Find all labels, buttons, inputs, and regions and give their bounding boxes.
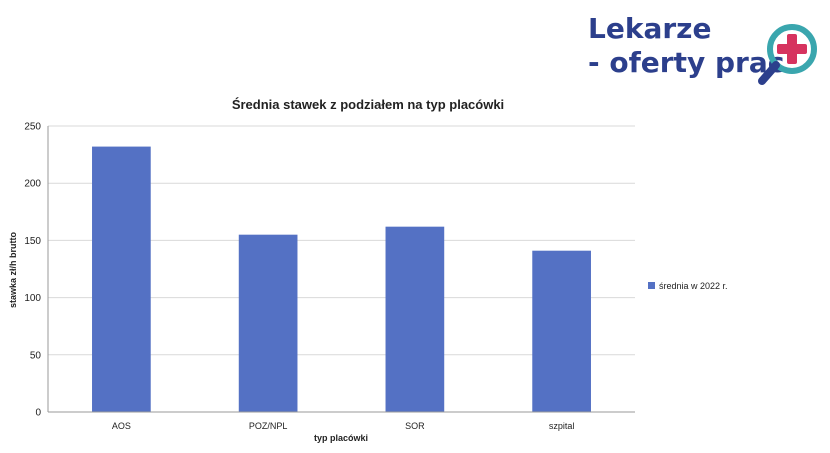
- magnifier-plus-icon: [758, 24, 817, 85]
- y-axis-label: stawka zł/h brutto: [8, 231, 18, 308]
- x-tick-label: AOS: [112, 421, 131, 431]
- legend: średnia w 2022 r.: [648, 281, 728, 291]
- x-tick-labels: AOS POZ/NPL SOR szpital: [112, 421, 575, 431]
- y-tick-label: 50: [30, 350, 42, 361]
- x-tick-label: SOR: [405, 421, 425, 431]
- x-tick-label: szpital: [549, 421, 575, 431]
- chart-title: Średnia stawek z podziałem na typ placów…: [232, 97, 504, 112]
- y-tick-labels: 0 50 100 150 200 250: [24, 122, 41, 419]
- bar: [238, 234, 298, 412]
- y-tick-label: 100: [24, 293, 41, 304]
- legend-swatch: [648, 282, 655, 289]
- y-tick-label: 250: [24, 122, 41, 133]
- bar: [532, 250, 591, 412]
- bars: [92, 146, 591, 413]
- bar: [385, 226, 445, 412]
- x-axis-label: typ placówki: [314, 433, 368, 443]
- y-tick-label: 200: [24, 179, 41, 190]
- y-tick-label: 150: [24, 236, 41, 247]
- y-tick-label: 0: [35, 408, 41, 419]
- legend-label: średnia w 2022 r.: [659, 281, 728, 291]
- logo-line-1: Lekarze: [588, 12, 711, 45]
- x-tick-label: POZ/NPL: [249, 421, 288, 431]
- lekarze-logo: Lekarze - oferty prac: [588, 12, 817, 85]
- bar: [92, 146, 151, 413]
- logo-line-2: - oferty prac: [588, 46, 784, 79]
